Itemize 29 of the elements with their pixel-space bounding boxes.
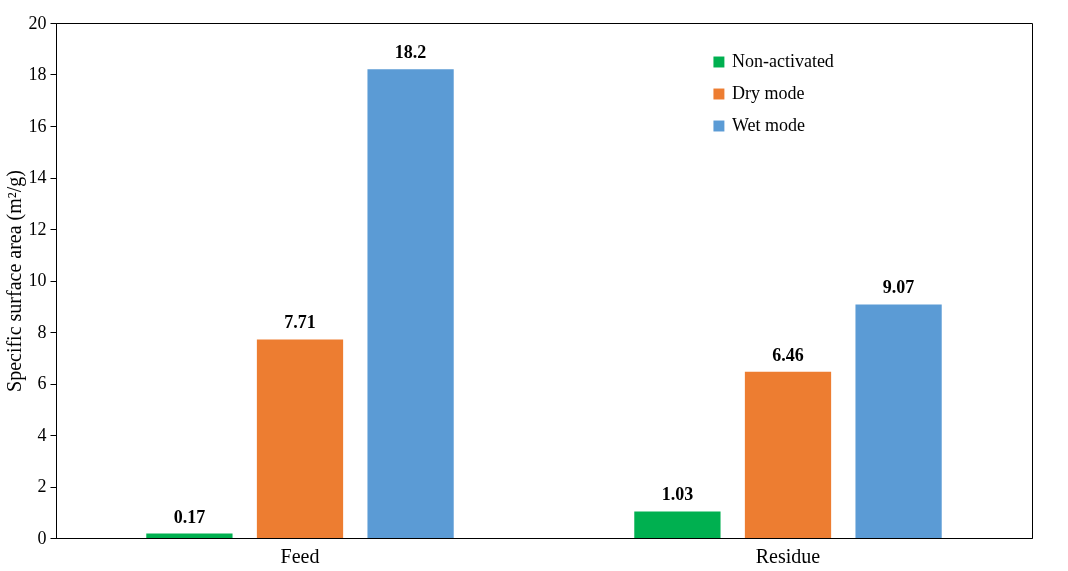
data-label: 0.17: [173, 506, 206, 527]
data-label: 9.07: [882, 277, 915, 298]
y-tick-label: 18: [28, 64, 47, 84]
legend-label: Wet mode: [731, 115, 805, 135]
bar: [146, 533, 233, 538]
bar: [855, 304, 942, 538]
legend-label: Dry mode: [731, 83, 805, 103]
y-tick-label: 6: [37, 373, 47, 393]
bar: [367, 69, 454, 538]
bar: [256, 339, 344, 538]
data-label: 6.46: [772, 344, 804, 365]
data-label: 1.03: [661, 484, 694, 505]
y-tick-label: 16: [28, 115, 47, 136]
data-label: 18.2: [394, 42, 427, 63]
y-tick-label: 20: [28, 12, 47, 33]
y-tick-label: 12: [28, 218, 47, 239]
legend-label: Non-activated: [731, 51, 834, 71]
x-tick-label: Residue: [755, 544, 821, 567]
y-tick-label: 2: [37, 476, 47, 496]
bar: [744, 371, 832, 538]
y-axis-title: Specific surface area (m²/g): [2, 170, 26, 392]
y-tick-label: 14: [28, 167, 47, 187]
bar: [634, 511, 721, 538]
x-tick-label: Feed: [280, 544, 320, 567]
y-tick-label: 0: [37, 527, 47, 548]
data-label: 7.71: [284, 312, 316, 333]
y-tick-label: 10: [28, 270, 47, 290]
y-tick-label: 8: [37, 321, 47, 342]
y-tick-label: 4: [37, 424, 47, 445]
